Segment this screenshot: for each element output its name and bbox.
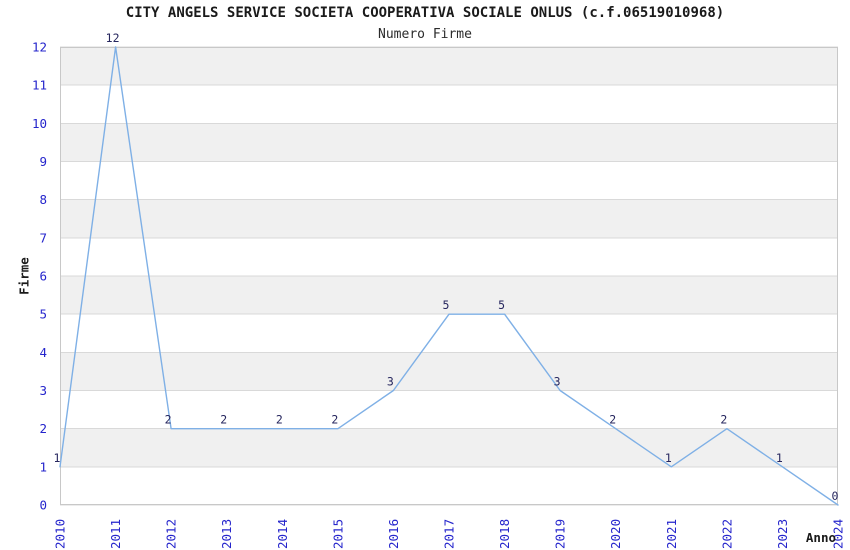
x-tick-label: 2013 — [219, 519, 234, 549]
data-point-label: 0 — [832, 489, 839, 503]
y-tick-label: 9 — [39, 154, 47, 169]
x-axis-label: Anno — [806, 530, 836, 545]
band-row — [60, 428, 838, 467]
y-tick-label: 10 — [32, 116, 47, 131]
x-tick-label: 2014 — [275, 519, 290, 549]
x-tick-label: 2018 — [497, 519, 512, 549]
band-row — [60, 199, 838, 238]
chart-bands — [60, 47, 838, 467]
y-tick-label: 3 — [39, 383, 47, 398]
y-tick-label: 5 — [39, 307, 47, 322]
data-point-label: 2 — [276, 413, 283, 427]
y-tick-label: 7 — [39, 230, 47, 245]
plot-border — [60, 47, 838, 505]
x-tick-label: 2021 — [664, 519, 679, 549]
chart-gridlines — [60, 46, 838, 506]
y-tick-label: 4 — [39, 345, 47, 360]
data-point-label: 5 — [498, 298, 505, 312]
y-tick-label: 11 — [32, 78, 47, 93]
firme-line-series — [59, 46, 839, 506]
x-tick-label: 2023 — [775, 519, 790, 549]
data-point-label: 2 — [331, 413, 338, 427]
data-point-label: 5 — [443, 298, 450, 312]
data-point-label: 3 — [387, 375, 394, 389]
data-point-label: 12 — [106, 31, 120, 45]
x-tick-label: 2022 — [719, 519, 734, 549]
data-point-label: 1 — [54, 451, 61, 465]
y-tick-label: 0 — [39, 498, 47, 513]
data-point-label: 2 — [165, 413, 172, 427]
x-tick-label: 2017 — [442, 519, 457, 549]
chart-title: CITY ANGELS SERVICE SOCIETA COOPERATIVA … — [125, 5, 725, 21]
x-tick-label: 2011 — [108, 519, 123, 549]
y-tick-label: 8 — [39, 192, 47, 207]
data-point-label: 1 — [665, 451, 672, 465]
x-tick-label: 2019 — [553, 519, 568, 549]
y-axis-label: Firme — [17, 257, 32, 295]
x-tick-label: 2012 — [164, 519, 179, 549]
data-point-label: 3 — [554, 375, 561, 389]
band-row — [60, 123, 838, 162]
x-tick-label: 2015 — [330, 519, 345, 549]
y-tick-label: 2 — [39, 421, 47, 436]
data-point-label: 1 — [776, 451, 783, 465]
band-row — [60, 276, 838, 315]
data-point-label: 2 — [220, 413, 227, 427]
x-axis-tick-labels: 2010 2011 2012 2013 2014 2015 2016 2017 2018 2019… — [53, 519, 846, 549]
x-tick-label: 2020 — [608, 519, 623, 549]
chart-subtitle: Numero Firme — [378, 27, 472, 42]
data-point-label: 2 — [609, 413, 616, 427]
x-tick-label: 2010 — [53, 519, 68, 549]
x-tick-label: 2016 — [386, 519, 401, 549]
y-tick-label: 12 — [32, 40, 47, 55]
band-row — [60, 47, 838, 86]
data-point-label: 2 — [720, 413, 727, 427]
band-row — [60, 352, 838, 391]
y-tick-label: 1 — [39, 459, 47, 474]
x-tick-label: 2024 — [831, 519, 846, 549]
y-tick-label: 6 — [39, 269, 47, 284]
